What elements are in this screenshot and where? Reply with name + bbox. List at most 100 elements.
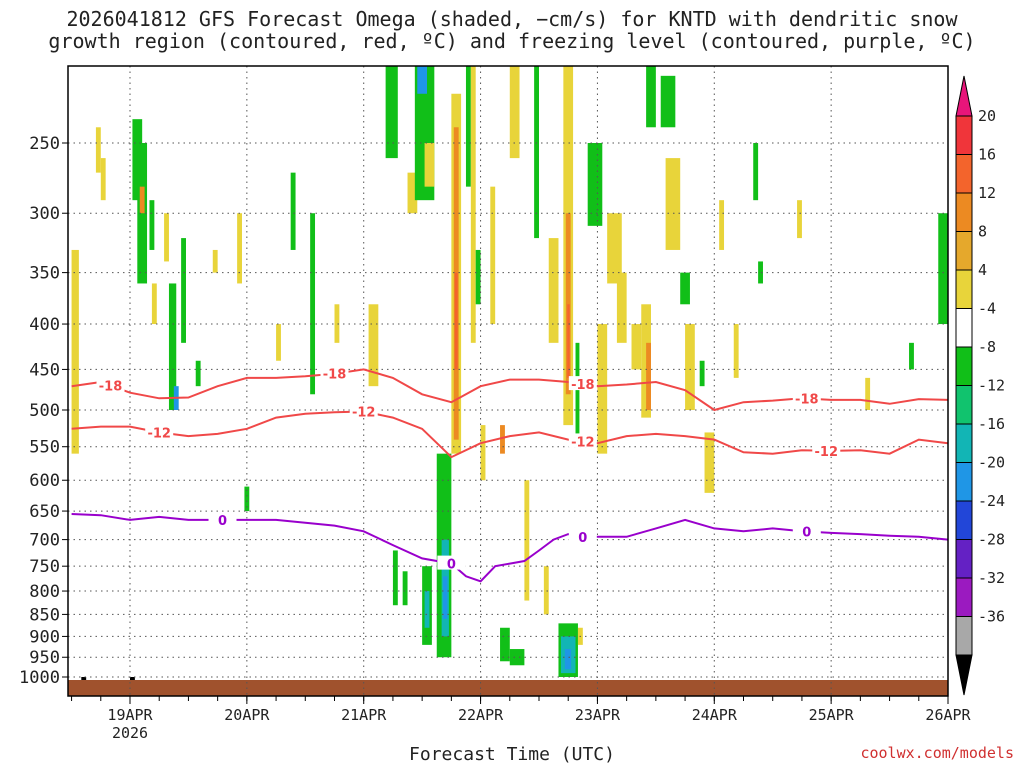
y-tick-label: 350 — [29, 264, 60, 284]
y-tick-label: 300 — [29, 204, 60, 224]
y-tick-label: 900 — [29, 627, 60, 647]
contour-label-bg — [792, 390, 821, 405]
gridlines — [68, 66, 949, 701]
omega-cell — [699, 360, 705, 387]
colorbar-bottom-arrow — [955, 654, 973, 696]
colorbar-swatch — [955, 539, 973, 579]
contour-label: 0 — [218, 514, 227, 529]
omega-cell — [402, 571, 408, 606]
y-tick-label: 250 — [29, 134, 60, 154]
omega-cell — [417, 66, 428, 94]
omega-cell — [660, 75, 676, 128]
omega-cell — [597, 324, 608, 454]
omega-cell — [195, 360, 201, 387]
y-tick-label: 800 — [29, 582, 60, 602]
x-year-label: 2026 — [112, 724, 148, 742]
omega-cell — [465, 66, 471, 187]
omega-cell — [480, 425, 486, 481]
contour-label: -12 — [815, 445, 839, 460]
colorbar-label: -4 — [978, 300, 996, 318]
omega-cell — [407, 172, 418, 214]
y-tick-label: 650 — [29, 502, 60, 522]
contours: -18 -18 -18 -18 -12 -12 -12 -12 0 0 0 0 — [71, 365, 949, 583]
colorbar: 20 16 12 8 4 -4 -8 -12 -16 -20 -24 -28 -32 -36 — [955, 75, 1005, 696]
omega-cell — [565, 213, 571, 395]
contour-label: -12 — [147, 426, 171, 441]
omega-cell — [685, 324, 695, 410]
colorbar-swatch — [955, 269, 973, 309]
omega-shading — [71, 66, 948, 689]
y-tick-label: 600 — [29, 471, 60, 491]
omega-cell — [607, 213, 622, 284]
omega-cell — [95, 127, 101, 173]
omega-cell — [509, 66, 520, 159]
contour-label-bg — [568, 528, 597, 543]
omega-cell — [646, 342, 651, 410]
omega-cell — [704, 432, 715, 493]
omega-cell — [631, 324, 642, 370]
omega-cell — [276, 324, 281, 361]
omega-cell — [454, 272, 458, 370]
colorbar-label: 8 — [978, 223, 987, 241]
colorbar-label: 16 — [978, 146, 996, 164]
contour-label: 0 — [578, 531, 587, 546]
contour-label-bg — [96, 377, 125, 392]
colorbar-swatch — [955, 115, 973, 155]
omega-cell — [310, 213, 316, 395]
contour-label-bg — [208, 511, 237, 526]
chart-title-line-2: growth region (contoured, red, ºC) and f… — [48, 29, 976, 53]
contour-label: 0 — [802, 526, 811, 541]
contour-label: -12 — [352, 406, 376, 421]
omega-cell — [237, 213, 242, 284]
colorbar-label: -28 — [978, 531, 1005, 549]
contour-label-bg — [145, 424, 174, 439]
omega-cell — [368, 304, 379, 387]
contour-label: -18 — [571, 378, 595, 393]
contour-label: -12 — [571, 435, 595, 450]
colorbar-swatch — [955, 385, 973, 425]
x-tick-label: 26APR — [925, 706, 971, 724]
omega-cell — [719, 200, 725, 250]
omega-cell — [424, 143, 435, 187]
colorbar-swatch — [955, 231, 973, 271]
omega-cell — [564, 649, 572, 670]
omega-cell — [490, 186, 496, 325]
omega-cell — [137, 143, 148, 284]
chart-title-line-1: 2026041812 GFS Forecast Omega (shaded, −… — [66, 7, 958, 31]
omega-cell — [534, 66, 539, 239]
colorbar-swatch — [955, 154, 973, 194]
colorbar-swatch — [955, 423, 973, 463]
x-tick-label: 19APR — [107, 706, 153, 724]
omega-cell — [100, 158, 106, 201]
omega-cell — [385, 66, 398, 159]
omega-cell — [753, 143, 759, 201]
omega-cell — [181, 238, 186, 343]
colorbar-label: -32 — [978, 569, 1005, 587]
x-tick-label: 21APR — [341, 706, 387, 724]
colorbar-swatch — [955, 192, 973, 232]
x-tick-label: 22APR — [458, 706, 504, 724]
y-tick-label: 850 — [29, 605, 60, 625]
plot-frame — [67, 65, 949, 697]
contour-label-bg — [437, 555, 466, 570]
y-tick-label: 750 — [29, 557, 60, 577]
colorbar-label: 4 — [978, 261, 987, 279]
x-tick-label: 20APR — [224, 706, 270, 724]
contour-label: -18 — [795, 393, 819, 408]
omega-cell — [567, 304, 570, 378]
y-tick-label: 450 — [29, 360, 60, 380]
omega-cell — [543, 566, 549, 615]
omega-cell — [212, 249, 218, 273]
colorbar-label: -20 — [978, 454, 1005, 472]
colorbar-swatch — [955, 346, 973, 386]
y-tick-label: 400 — [29, 315, 60, 335]
omega-cell — [334, 304, 340, 343]
omega-cell — [500, 425, 505, 454]
omega-cell — [680, 272, 690, 305]
omega-cell — [524, 480, 530, 601]
colorbar-swatch — [955, 308, 973, 348]
omega-cell — [164, 213, 169, 262]
omega-cell — [938, 213, 948, 325]
omega-cell — [424, 591, 430, 628]
